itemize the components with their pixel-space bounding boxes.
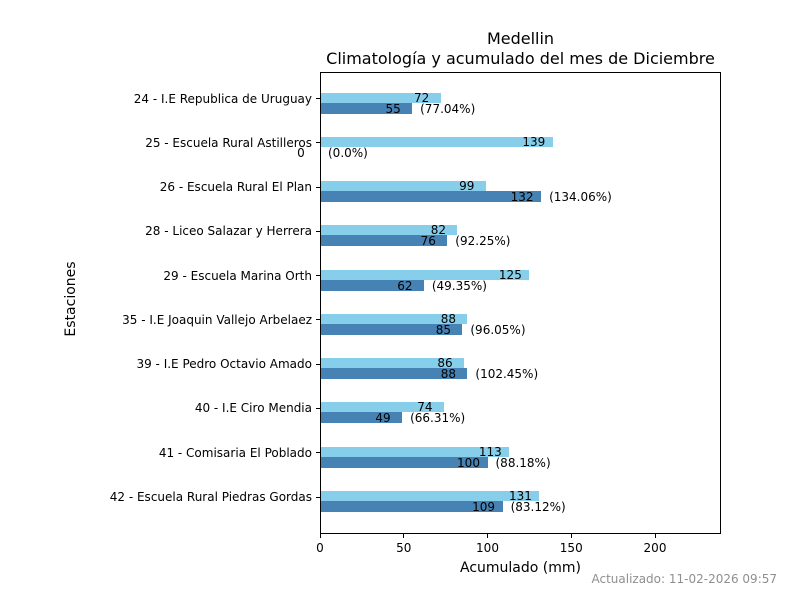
x-axis-tick (570, 534, 572, 538)
station-label: 25 - Escuela Rural Astilleros (145, 135, 312, 150)
station-label: 28 - Liceo Salazar y Herrera (145, 224, 312, 239)
bar-acumulado (321, 323, 463, 335)
bar-acumulado (321, 235, 448, 247)
bar-value-label: 99 (459, 179, 475, 194)
bar-value-label: 88 (440, 367, 457, 382)
bar-value-label: 72 (413, 90, 430, 105)
y-axis-tick (316, 496, 320, 498)
station-label: 41 - Comisaria El Poblado (158, 445, 312, 460)
bar-percent-label: (66.31%) (410, 411, 466, 426)
bar-percent-label: (0.0%) (328, 145, 368, 160)
bar-percent-label: (102.45%) (475, 367, 539, 382)
bar-value-label: 109 (472, 500, 496, 515)
y-axis-tick (316, 319, 320, 321)
y-axis-tick (316, 142, 320, 144)
bar-climatologia (321, 446, 510, 457)
bar-percent-label: (77.04%) (420, 101, 476, 116)
bar-climatologia (321, 313, 468, 324)
y-axis-tick (316, 98, 320, 99)
bar-value-label: 49 (375, 411, 391, 426)
bar-value-label: 88 (440, 311, 457, 326)
chart-title-line1: Medellin (486, 29, 555, 48)
bar-percent-label: (88.18%) (495, 455, 551, 470)
bar-value-label: 113 (478, 444, 502, 459)
station-label: 26 - Escuela Rural El Plan (159, 180, 312, 195)
x-axis-label: Acumulado (mm) (460, 560, 581, 576)
updated-timestamp: Actualizado: 11-02-2026 09:57 (591, 572, 777, 586)
bar-value-label: 100 (457, 455, 480, 470)
bar-value-label: 86 (437, 356, 453, 371)
x-axis-tick (403, 534, 405, 538)
bar-value-label: 85 (435, 322, 452, 337)
y-axis-tick (316, 452, 320, 454)
bar-percent-label: (49.35%) (431, 278, 487, 293)
bar-value-label: 125 (498, 267, 522, 282)
bar-climatologia (321, 269, 530, 280)
bar-value-label: 76 (420, 234, 436, 249)
chart-title: Medellin Climatología y acumulado del me… (320, 29, 721, 69)
bar-climatologia (321, 491, 540, 502)
bar-climatologia (321, 358, 465, 369)
bar-acumulado (321, 102, 413, 114)
bar-climatologia (321, 181, 486, 192)
bar-percent-label: (96.05%) (470, 322, 526, 337)
x-axis-tick (319, 534, 321, 538)
station-label: 29 - Escuela Marina Orth (163, 268, 312, 283)
bar-acumulado (321, 412, 403, 424)
bar-acumulado (321, 279, 424, 291)
station-label: 24 - I.E Republica de Uruguay (133, 91, 312, 106)
bar-percent-label: (92.25%) (455, 234, 511, 249)
station-label: 42 - Escuela Rural Piedras Gordas (109, 490, 312, 505)
x-axis-tick-label: 0 (316, 541, 324, 555)
bar-acumulado (321, 501, 503, 513)
bar-value-label: 139 (522, 134, 546, 149)
y-axis-tick (316, 407, 320, 409)
bar-acumulado (321, 456, 488, 468)
bar-climatologia (321, 225, 458, 236)
bar-value-label: 62 (397, 278, 413, 293)
x-axis-tick (654, 534, 656, 538)
y-axis-tick (316, 230, 320, 232)
bar-value-label: 0 (297, 145, 305, 160)
station-label: 40 - I.E Ciro Mendia (194, 401, 312, 416)
bar-value-label: 74 (417, 400, 433, 415)
x-axis-tick (487, 534, 488, 538)
x-axis-tick-label: 150 (559, 541, 583, 555)
bar-percent-label: (83.12%) (510, 500, 566, 515)
y-axis-tick (316, 275, 320, 277)
bar-value-label: 131 (508, 489, 532, 504)
bar-climatologia (321, 136, 553, 147)
bar-value-label: 132 (510, 190, 534, 205)
bar-percent-label: (134.06%) (549, 190, 612, 205)
y-axis-tick (316, 186, 320, 188)
x-axis-tick-label: 50 (396, 541, 412, 555)
bar-value-label: 55 (385, 101, 401, 116)
chart-title-line2: Climatología y acumulado del mes de Dici… (326, 49, 715, 68)
bar-climatologia (321, 402, 444, 413)
station-label: 35 - I.E Joaquin Vallejo Arbelaez (122, 312, 312, 327)
bar-value-label: 82 (430, 223, 446, 238)
bar-acumulado (321, 191, 542, 203)
bar-climatologia (321, 92, 441, 103)
station-label: 39 - I.E Pedro Octavio Amado (136, 357, 312, 372)
x-axis-tick-label: 200 (643, 541, 667, 555)
x-axis-tick-label: 100 (476, 541, 499, 555)
y-axis-tick (316, 363, 320, 365)
bar-acumulado (321, 368, 468, 380)
